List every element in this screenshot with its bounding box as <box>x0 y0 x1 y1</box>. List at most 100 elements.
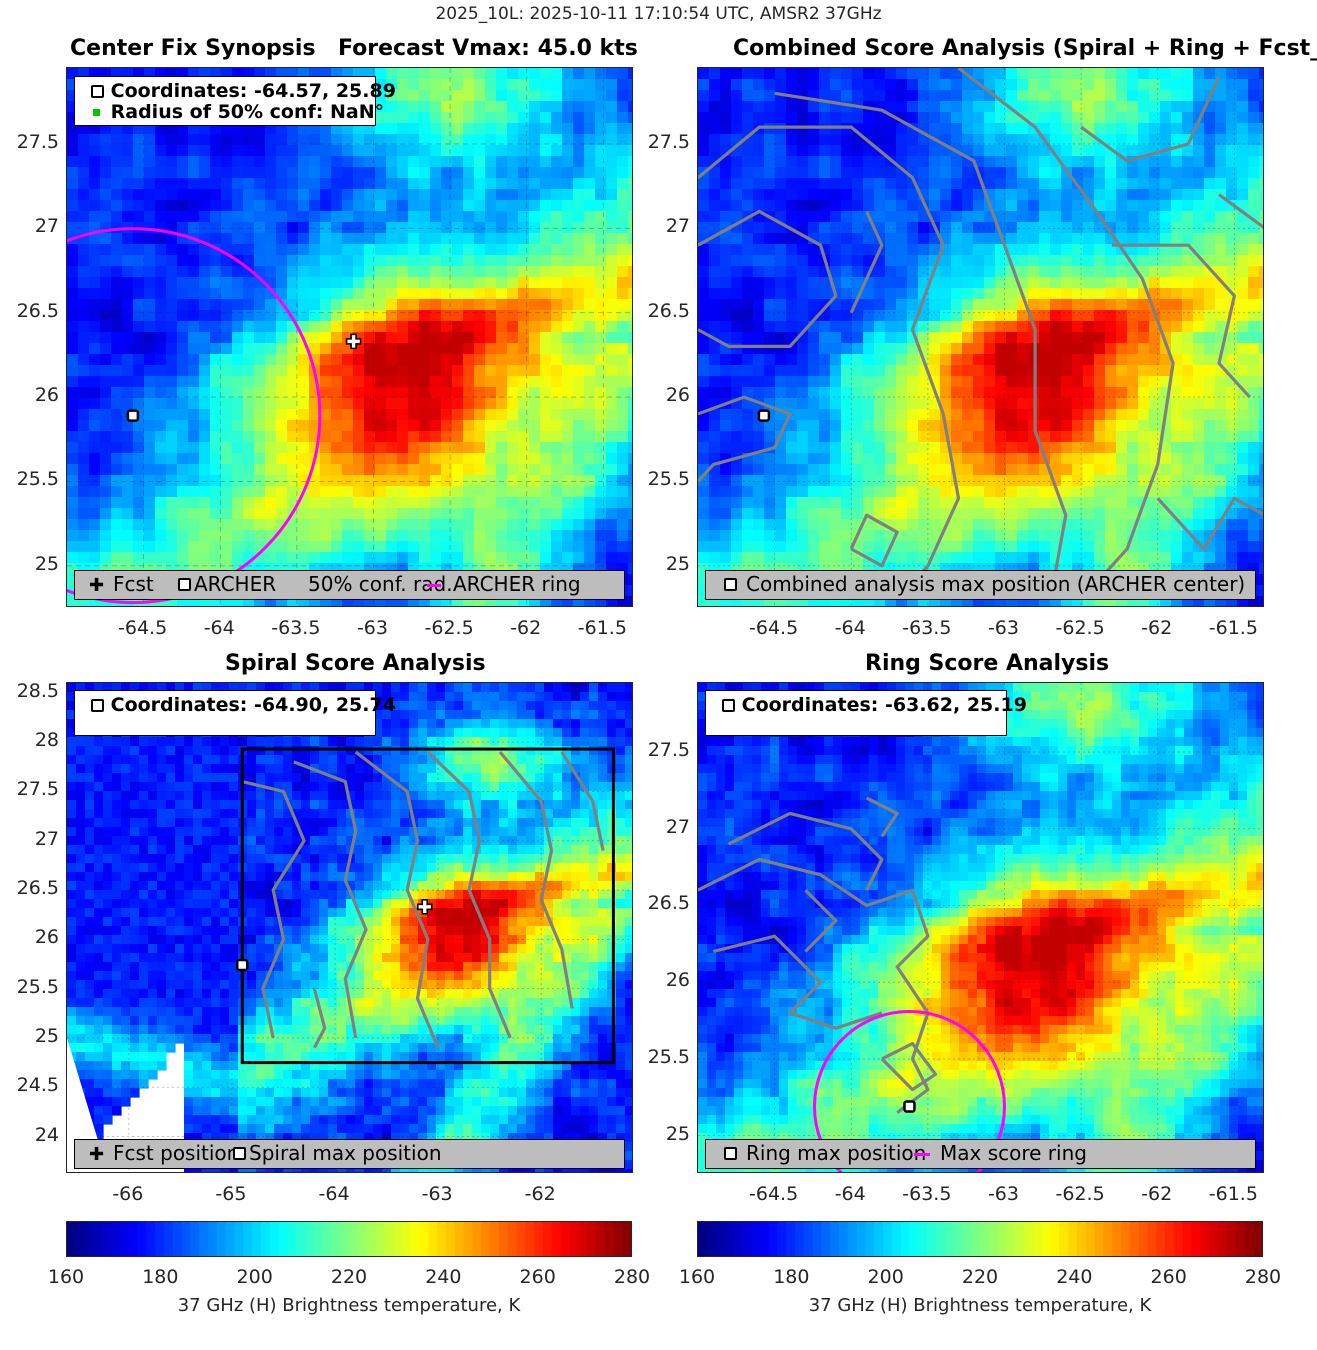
y-tick-label: 25 <box>665 552 690 575</box>
colorbar-segment <box>287 1222 297 1256</box>
colorbar-segment <box>883 1222 893 1256</box>
colorbar-segment <box>1129 1222 1140 1256</box>
contour-line <box>957 68 1175 601</box>
colorbar-segment <box>419 1222 429 1256</box>
colorbar-segment <box>1094 1222 1104 1256</box>
ring-infobox: Coordinates: -63.62, 25.19 <box>705 690 1027 736</box>
contour-line <box>698 857 930 1114</box>
colorbar-right <box>697 1221 1263 1257</box>
colorbar-segment <box>498 1222 509 1256</box>
colorbar-tick-label: 260 <box>1150 1266 1187 1288</box>
heatmap-cells <box>67 68 632 606</box>
figure-suptitle: 2025_10L: 2025-10-11 17:10:54 UTC, AMSR2… <box>435 4 882 24</box>
colorbar-tick-label: 160 <box>47 1266 85 1288</box>
x-tick-label: -66 <box>112 1183 144 1205</box>
spiral-plot <box>66 682 633 1173</box>
colorbar-segment <box>750 1222 761 1256</box>
colorbar-segment <box>304 1222 315 1256</box>
colorbar-segment <box>84 1222 94 1256</box>
y-tick-label: 26 <box>34 926 59 949</box>
colorbar-segment <box>962 1222 972 1256</box>
colorbar-segment <box>410 1222 420 1256</box>
y-tick-label: 25 <box>665 1122 690 1145</box>
x-tick-label: -62.5 <box>424 617 474 639</box>
spiral-max-marker <box>236 958 249 972</box>
colorbar-segment <box>803 1222 814 1256</box>
colorbar-tick-label: 180 <box>773 1266 810 1288</box>
contour-line <box>241 780 306 1039</box>
combined-max-marker-icon <box>724 578 737 591</box>
colorbar-segment <box>900 1222 910 1256</box>
y-tick-label: 28.5 <box>16 679 59 702</box>
x-tick-label: -64 <box>203 617 235 639</box>
colorbar-segment <box>525 1222 535 1256</box>
colorbar-segment <box>1032 1222 1043 1256</box>
y-tick-label: 25 <box>34 552 59 575</box>
colorbar-segment <box>927 1222 937 1256</box>
ring-max-marker-icon <box>724 1147 737 1160</box>
max-score-ring <box>812 1010 1006 1172</box>
ring-legend-ring: Max score ring <box>940 1141 1087 1165</box>
colorbar-tick-label: 220 <box>330 1266 368 1288</box>
colorbar-segment <box>980 1222 990 1256</box>
x-tick-label: -63.5 <box>271 617 321 639</box>
colorbar-segment <box>216 1222 227 1256</box>
x-tick-label: -63 <box>356 617 388 639</box>
colorbar-segment <box>759 1222 769 1256</box>
colorbar-segment <box>1068 1222 1078 1256</box>
colorbar-right-label: 37 GHz (H) Brightness temperature, K <box>808 1295 1152 1316</box>
colorbar-segment <box>786 1222 796 1256</box>
y-tick-label: 27 <box>665 215 690 238</box>
spiral-coordinates: Coordinates: -64.90, 25.74 <box>110 694 396 716</box>
colorbar-segment <box>821 1222 831 1256</box>
colorbar-segment <box>278 1222 288 1256</box>
x-tick-label: -62 <box>1141 1183 1173 1205</box>
contour-line <box>498 750 574 1009</box>
colorbar-segment <box>357 1222 368 1256</box>
grid-lines <box>67 68 632 606</box>
colorbar-segment <box>463 1222 473 1256</box>
ring-coord-marker-icon <box>722 699 735 712</box>
spiral-heatmap <box>67 683 632 1172</box>
center-fix-infobox: Coordinates: -64.57, 25.89 Radius of 50%… <box>74 76 396 126</box>
x-tick-label: -61.5 <box>1208 617 1258 639</box>
colorbar-segment <box>375 1222 385 1256</box>
colorbar-segment <box>534 1222 544 1256</box>
conf-radius-marker-icon <box>93 109 100 116</box>
ring-coordinates: Coordinates: -63.62, 25.19 <box>741 694 1027 716</box>
colorbar-segment <box>516 1222 526 1256</box>
ring-legend-line-icon <box>914 1153 930 1156</box>
colorbar-segment <box>1059 1222 1069 1256</box>
colorbar-segment <box>1226 1222 1237 1256</box>
colorbar-segment <box>698 1222 708 1256</box>
y-tick-label: 27 <box>34 827 59 850</box>
colorbar-segment <box>1165 1222 1175 1256</box>
contour-line <box>1111 243 1251 399</box>
contour-line <box>293 760 368 1039</box>
colorbar-tick-label: 240 <box>425 1266 462 1288</box>
colorbar-segment <box>777 1222 787 1256</box>
x-tick-label: -64 <box>834 617 866 639</box>
colorbar-segment <box>75 1222 86 1256</box>
ring-max-marker <box>903 1100 916 1113</box>
combined-plot <box>697 67 1264 607</box>
ring-heatmap <box>698 683 1263 1172</box>
contour-line <box>880 1042 938 1092</box>
colorbar-segment <box>1200 1222 1210 1256</box>
ring-legend-max: Ring max position <box>746 1141 927 1165</box>
colorbar-segment <box>296 1222 306 1256</box>
ring-title: Ring Score Analysis <box>865 651 1110 676</box>
contour-line <box>1156 496 1263 551</box>
colorbar-segment <box>1006 1222 1016 1256</box>
x-tick-label: -64.5 <box>749 617 799 639</box>
colorbar-tick-label: 280 <box>613 1266 651 1288</box>
colorbar-segment <box>551 1222 561 1256</box>
x-tick-label: -63.5 <box>902 617 952 639</box>
y-tick-label: 25 <box>34 1024 59 1047</box>
colorbar-segment <box>1121 1222 1131 1256</box>
colorbar-segment <box>481 1222 491 1256</box>
colorbar-segment <box>1182 1222 1192 1256</box>
colorbar-segment <box>909 1222 919 1256</box>
colorbar-segment <box>706 1222 717 1256</box>
colorbar-segment <box>1253 1222 1263 1256</box>
